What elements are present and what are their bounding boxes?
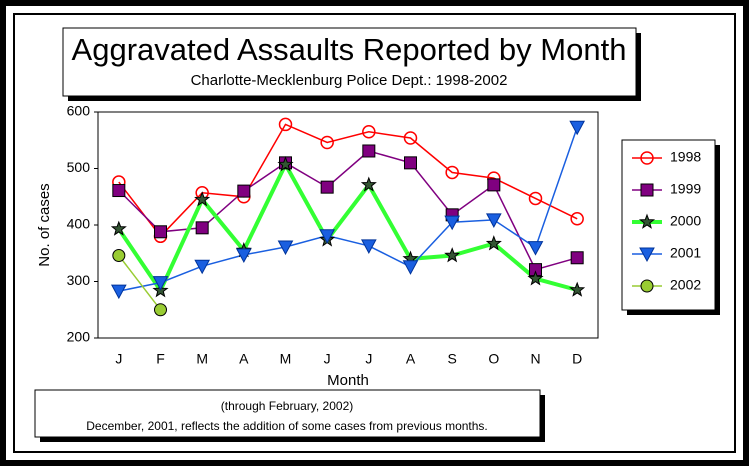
legend-label: 2000 <box>670 213 701 229</box>
x-tick-label: N <box>530 351 540 367</box>
marker <box>360 176 377 192</box>
marker <box>320 180 334 194</box>
marker <box>194 259 211 275</box>
x-tick-label: S <box>447 351 456 367</box>
x-tick-label: F <box>156 351 165 367</box>
series-line <box>118 123 578 238</box>
marker <box>570 251 584 265</box>
x-tick-label: J <box>365 351 372 367</box>
note: (through February, 2002) <box>221 399 354 413</box>
marker <box>485 213 502 228</box>
y-tick-label: 500 <box>67 159 91 175</box>
note-box <box>34 389 541 438</box>
x-tick-label: M <box>280 351 292 367</box>
series-line <box>118 150 578 271</box>
marker <box>404 156 417 170</box>
legend-marker <box>638 213 656 229</box>
legend-label: 2002 <box>670 277 701 293</box>
marker <box>570 212 584 226</box>
marker <box>527 270 544 286</box>
marker <box>487 178 501 192</box>
x-tick-label: D <box>572 351 582 367</box>
legend-label: 2001 <box>670 245 701 261</box>
series-line <box>117 160 578 295</box>
inner-frame <box>13 13 736 453</box>
y-tick-label: 400 <box>67 216 91 232</box>
x-tick-label: A <box>406 351 416 367</box>
marker <box>320 135 334 150</box>
marker <box>112 184 126 198</box>
marker <box>110 220 127 236</box>
marker <box>362 144 376 158</box>
marker <box>235 248 252 263</box>
x-tick-label: J <box>115 351 122 367</box>
marker <box>569 120 586 136</box>
title-box <box>62 27 637 97</box>
y-axis-label: No. of cases <box>36 183 53 266</box>
legend-label: 1998 <box>670 149 701 165</box>
marker <box>278 117 293 132</box>
marker <box>112 249 126 263</box>
series-line <box>118 127 578 292</box>
marker <box>319 229 336 244</box>
marker <box>527 241 544 256</box>
marker <box>403 131 418 145</box>
x-tick-label: A <box>239 351 249 367</box>
marker <box>402 260 419 275</box>
series-line <box>118 255 162 311</box>
plot-area <box>97 111 599 339</box>
y-tick-label: 600 <box>67 103 91 119</box>
marker <box>445 165 459 180</box>
x-tick-label: O <box>488 351 499 367</box>
marker <box>277 240 294 256</box>
marker <box>569 281 586 297</box>
marker <box>237 184 251 198</box>
chart-subtitle: Charlotte-Mecklenburg Police Dept.: 1998… <box>191 72 508 89</box>
marker <box>195 221 209 235</box>
x-tick-label: M <box>196 351 208 367</box>
legend-marker <box>639 247 655 263</box>
legend-label: 1999 <box>670 181 701 197</box>
legend-box <box>621 139 716 311</box>
marker <box>194 191 211 207</box>
marker <box>110 284 127 300</box>
y-tick-label: 200 <box>67 329 91 345</box>
marker <box>362 125 376 139</box>
marker <box>154 303 167 317</box>
legend-marker <box>640 183 654 197</box>
marker <box>277 156 294 172</box>
marker <box>152 276 169 291</box>
legend-marker <box>640 151 654 165</box>
marker <box>485 235 502 251</box>
legend-marker <box>640 279 654 293</box>
marker <box>154 225 167 239</box>
x-tick-label: J <box>324 351 331 367</box>
marker <box>444 247 461 263</box>
note: December, 2001, reflects the addition of… <box>86 419 488 433</box>
marker <box>444 215 461 231</box>
x-axis-label: Month <box>327 372 369 389</box>
chart-title: Aggravated Assaults Reported by Month <box>72 32 627 67</box>
y-tick-label: 300 <box>67 272 91 288</box>
marker <box>360 239 377 254</box>
marker <box>528 191 543 206</box>
